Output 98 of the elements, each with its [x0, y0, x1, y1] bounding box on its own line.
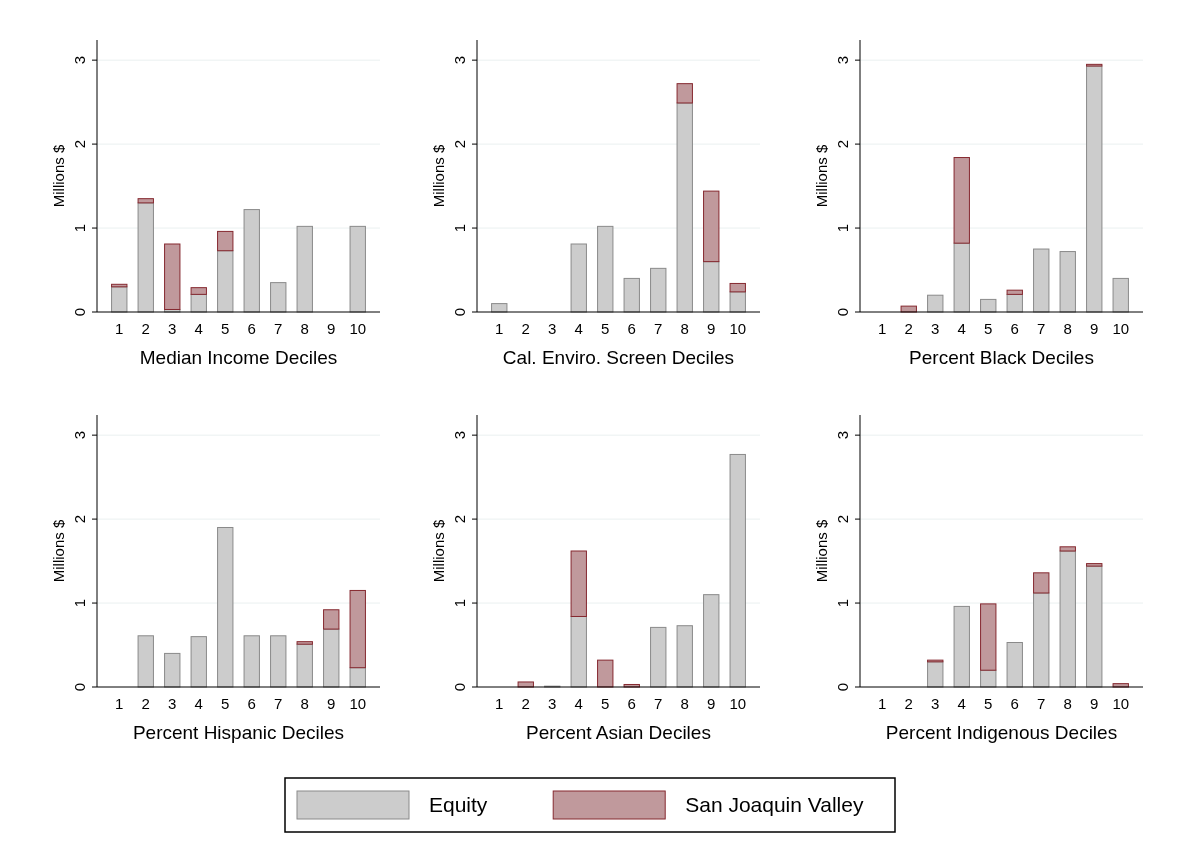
- x-tick-label: 7: [654, 695, 663, 712]
- y-tick-label: 0: [451, 682, 468, 692]
- x-tick-label: 6: [1010, 695, 1019, 712]
- x-tick-label: 1: [115, 320, 124, 337]
- x-tick-label: 8: [1063, 320, 1072, 337]
- y-tick-label: 3: [451, 55, 468, 65]
- y-tick-label: 0: [71, 307, 88, 317]
- x-tick-label: 3: [548, 695, 557, 712]
- x-tick-label: 2: [904, 320, 913, 337]
- x-tick-label: 8: [680, 695, 689, 712]
- x-tick-label: 8: [300, 320, 309, 337]
- x-tick-label: 7: [654, 320, 663, 337]
- x-axis-title: Percent Hispanic Deciles: [132, 722, 345, 743]
- x-tick-label: 9: [327, 695, 336, 712]
- x-tick-label: 10: [349, 320, 367, 337]
- x-tick-label: 10: [729, 695, 747, 712]
- x-tick-label: 1: [878, 320, 887, 337]
- x-tick-label: 5: [221, 695, 230, 712]
- x-tick-label: 9: [327, 320, 336, 337]
- x-tick-label: 3: [931, 695, 940, 712]
- x-tick-label: 1: [115, 695, 124, 712]
- x-tick-label: 3: [168, 695, 177, 712]
- y-tick-label: 3: [71, 55, 88, 65]
- x-tick-label: 4: [574, 695, 583, 712]
- x-axis-title: Cal. Enviro. Screen Deciles: [502, 347, 735, 368]
- x-tick-label: 8: [1063, 695, 1072, 712]
- y-tick-label: 1: [834, 223, 851, 233]
- y-tick-label: 2: [451, 514, 468, 524]
- x-tick-label: 4: [957, 320, 966, 337]
- x-axis-title: Median Income Deciles: [139, 347, 338, 368]
- x-axis-title: Percent Asian Deciles: [526, 722, 711, 743]
- y-tick-label: 1: [71, 598, 88, 608]
- x-tick-label: 5: [221, 320, 230, 337]
- x-tick-label: 1: [878, 695, 887, 712]
- y-tick-label: 1: [834, 598, 851, 608]
- x-tick-label: 4: [957, 695, 966, 712]
- y-tick-label: 3: [834, 430, 851, 440]
- x-tick-label: 5: [601, 320, 610, 337]
- x-tick-label: 5: [984, 695, 993, 712]
- x-tick-label: 5: [601, 695, 610, 712]
- text: San Joaquin Valley: [685, 793, 864, 816]
- y-tick-label: 3: [71, 430, 88, 440]
- x-tick-label: 10: [1112, 695, 1130, 712]
- x-tick-label: 2: [904, 695, 913, 712]
- x-tick-label: 8: [300, 695, 309, 712]
- x-tick-label: 10: [349, 695, 367, 712]
- x-tick-label: 3: [168, 320, 177, 337]
- x-tick-label: 7: [1037, 695, 1046, 712]
- x-axis-title: Percent Black Deciles: [909, 347, 1094, 368]
- x-tick-label: 3: [548, 320, 557, 337]
- x-tick-label: 3: [931, 320, 940, 337]
- x-tick-label: 9: [1090, 695, 1099, 712]
- y-tick-label: 1: [451, 598, 468, 608]
- x-tick-label: 7: [274, 320, 283, 337]
- x-tick-label: 1: [495, 695, 504, 712]
- y-tick-label: 3: [451, 430, 468, 440]
- y-axis-title: Millions $: [50, 144, 67, 208]
- x-tick-label: 2: [141, 320, 150, 337]
- x-tick-label: 2: [521, 320, 530, 337]
- x-tick-label: 4: [574, 320, 583, 337]
- x-tick-label: 7: [274, 695, 283, 712]
- y-axis-title: Millions $: [813, 144, 830, 208]
- x-tick-label: 6: [1010, 320, 1019, 337]
- y-tick-label: 0: [71, 682, 88, 692]
- y-tick-label: 3: [834, 55, 851, 65]
- x-tick-label: 10: [729, 320, 747, 337]
- x-tick-label: 9: [1090, 320, 1099, 337]
- x-tick-label: 6: [247, 320, 256, 337]
- x-tick-label: 8: [680, 320, 689, 337]
- y-tick-label: 0: [451, 307, 468, 317]
- y-tick-label: 2: [834, 514, 851, 524]
- x-tick-label: 4: [194, 695, 203, 712]
- x-tick-label: 9: [707, 695, 716, 712]
- x-tick-label: 4: [194, 320, 203, 337]
- y-tick-label: 2: [834, 139, 851, 149]
- y-axis-title: Millions $: [430, 519, 447, 583]
- x-tick-label: 6: [627, 695, 636, 712]
- x-tick-label: 5: [984, 320, 993, 337]
- y-axis-title: Millions $: [430, 144, 447, 208]
- y-axis-title: Millions $: [50, 519, 67, 583]
- x-tick-label: 10: [1112, 320, 1130, 337]
- x-tick-label: 7: [1037, 320, 1046, 337]
- x-tick-label: 2: [521, 695, 530, 712]
- y-tick-label: 2: [71, 514, 88, 524]
- y-tick-label: 2: [451, 139, 468, 149]
- x-axis-title: Percent Indigenous Deciles: [885, 722, 1118, 743]
- text: Equity: [429, 793, 488, 816]
- y-tick-label: 0: [834, 307, 851, 317]
- x-tick-label: 6: [627, 320, 636, 337]
- y-axis-title: Millions $: [813, 519, 830, 583]
- y-tick-label: 2: [71, 139, 88, 149]
- x-tick-label: 9: [707, 320, 716, 337]
- x-tick-label: 2: [141, 695, 150, 712]
- y-tick-label: 1: [451, 223, 468, 233]
- y-tick-label: 0: [834, 682, 851, 692]
- x-tick-label: 1: [495, 320, 504, 337]
- x-tick-label: 6: [247, 695, 256, 712]
- y-tick-label: 1: [71, 223, 88, 233]
